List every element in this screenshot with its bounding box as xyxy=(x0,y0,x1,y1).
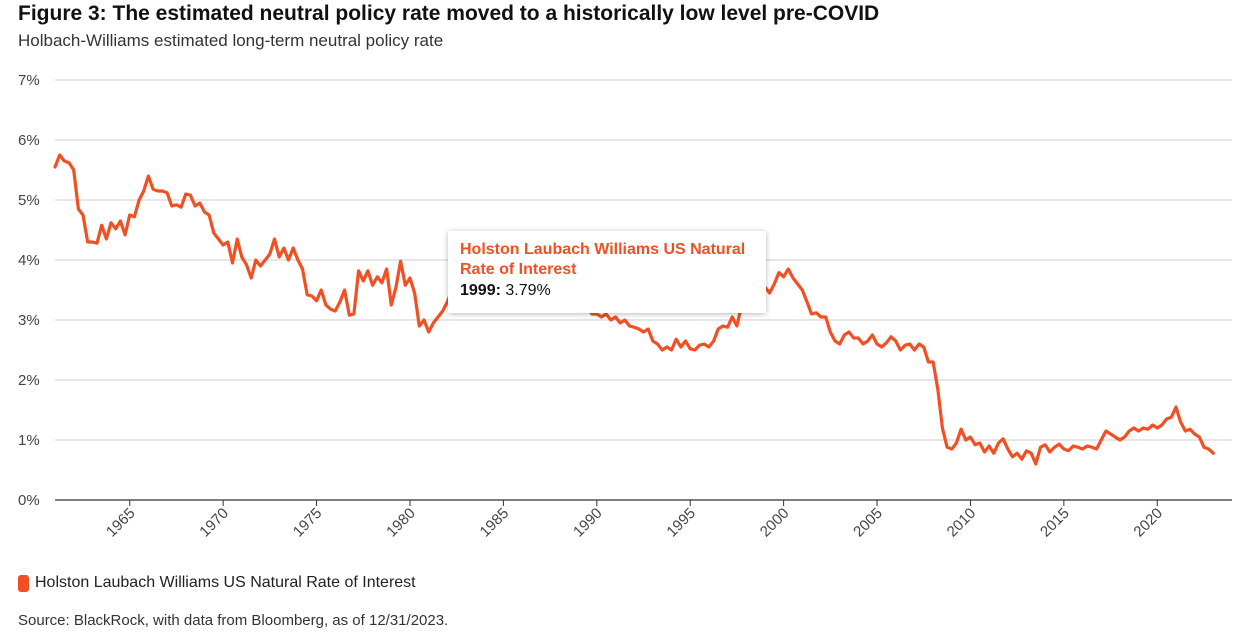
x-tick-label: 1965 xyxy=(103,505,139,541)
x-tick-label: 2010 xyxy=(944,505,980,541)
source-note: Source: BlackRock, with data from Bloomb… xyxy=(18,612,449,629)
y-axis-ticks: 0% 1% 2% 3% 4% 5% 6% 7% xyxy=(18,72,40,509)
line-chart: 0% 1% 2% 3% 4% 5% 6% 7% 1965 1970 1975 1980 1985 199… xyxy=(18,72,1232,540)
gridlines xyxy=(55,79,1232,441)
legend[interactable]: Holston Laubach Williams US Natural Rate… xyxy=(18,574,416,592)
data-tooltip: Holston Laubach Williams US Natural Rate… xyxy=(448,231,766,313)
chart-title: Figure 3: The estimated neutral policy r… xyxy=(18,2,880,25)
x-tick-label: 1995 xyxy=(663,505,699,541)
x-tick-label: 1970 xyxy=(196,505,232,541)
y-tick-label: 0% xyxy=(18,492,40,509)
x-tick-label: 2020 xyxy=(1130,505,1166,541)
legend-swatch xyxy=(18,574,29,592)
x-tick-label: 1975 xyxy=(290,505,326,541)
y-tick-label: 3% xyxy=(18,312,40,329)
y-tick-label: 5% xyxy=(18,192,40,209)
x-axis-ticks: 1965 1970 1975 1980 1985 1990 1995 2000 2005 2010… xyxy=(103,500,1166,540)
x-tick-label: 1980 xyxy=(383,505,419,541)
y-tick-label: 1% xyxy=(18,432,40,449)
x-tick-label: 2000 xyxy=(757,505,793,541)
legend-label: Holston Laubach Williams US Natural Rate… xyxy=(35,574,416,591)
y-tick-label: 6% xyxy=(18,132,40,149)
y-tick-label: 7% xyxy=(18,72,40,89)
tooltip-value: 3.79% xyxy=(505,282,551,299)
chart-subtitle: Holbach-Williams estimated long-term neu… xyxy=(18,31,444,50)
x-tick-label: 2005 xyxy=(850,505,886,541)
tooltip-series-name: Holston Laubach Williams US Natural Rate… xyxy=(460,241,746,278)
y-tick-label: 4% xyxy=(18,252,40,269)
tooltip-year: 1999: xyxy=(460,282,501,299)
x-tick-label: 1990 xyxy=(570,505,606,541)
tooltip-value-line: 1999: 3.79% xyxy=(460,281,754,301)
series-line-hlw-natural-rate[interactable] xyxy=(53,153,1215,466)
y-tick-label: 2% xyxy=(18,372,40,389)
x-tick-label: 1985 xyxy=(477,505,513,541)
x-tick-label: 2015 xyxy=(1037,505,1073,541)
